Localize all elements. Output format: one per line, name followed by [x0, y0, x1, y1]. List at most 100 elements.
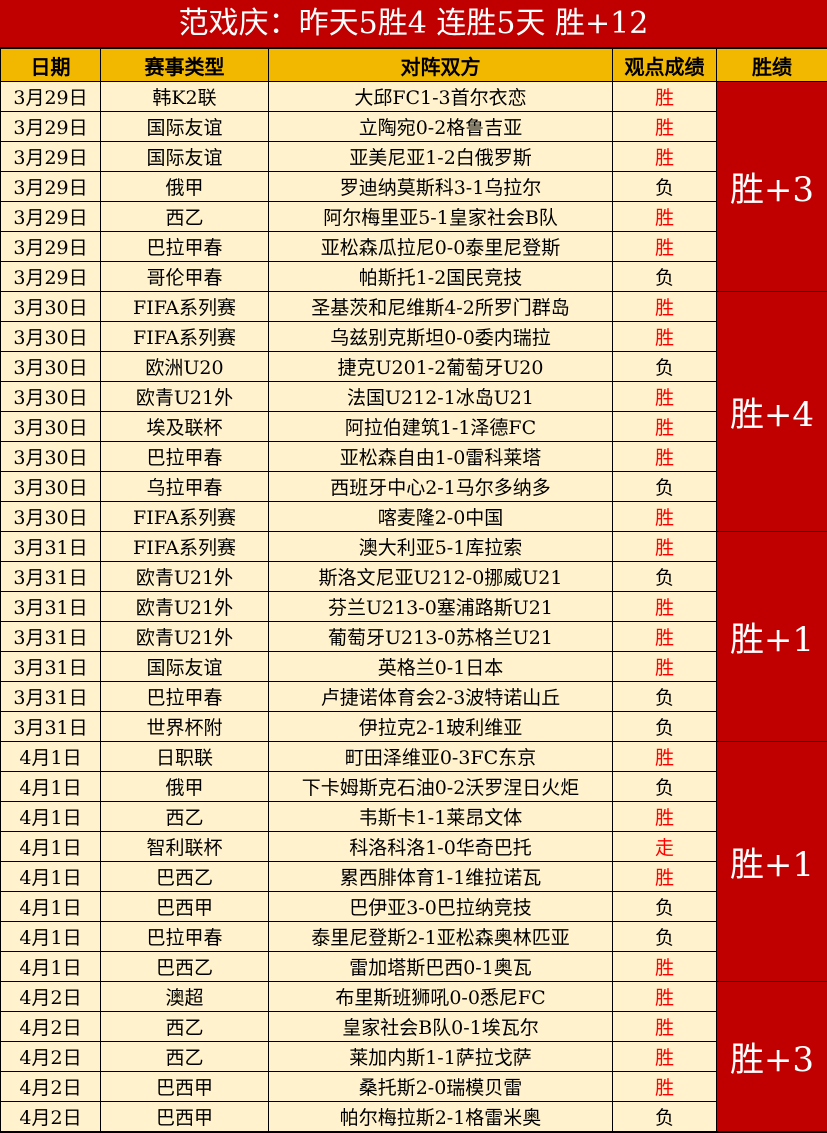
- match-cell: 西班牙中心2-1马尔多纳多: [268, 471, 613, 502]
- match-cell: 阿拉伯建筑1-1泽德FC: [268, 411, 613, 442]
- sheet-title: 范戏庆：昨天5胜4 连胜5天 胜+12: [0, 0, 827, 48]
- result-cell: 胜: [612, 591, 717, 622]
- league-cell: 欧青U21外: [100, 561, 269, 592]
- league-cell: 巴西甲: [100, 1101, 269, 1132]
- date-cell: 3月30日: [0, 441, 101, 472]
- result-cell: 胜: [612, 621, 717, 652]
- result-cell: 负: [612, 711, 717, 742]
- date-cell: 3月29日: [0, 141, 101, 172]
- result-cell: 走: [612, 831, 717, 862]
- header-date: 日期: [0, 48, 101, 82]
- table-row: 3月29日 国际友谊 立陶宛0-2格鲁吉亚胜: [0, 111, 827, 142]
- result-cell: 胜: [612, 1071, 717, 1102]
- match-cell: 皇家社会B队0-1埃瓦尔: [268, 1011, 613, 1042]
- date-cell: 3月31日: [0, 681, 101, 712]
- table-row: 4月1日 西乙 韦斯卡1-1莱昂文体胜: [0, 801, 827, 832]
- table-row: 4月1日 巴拉甲春 泰里尼登斯2-1亚松森奥林匹亚负: [0, 921, 827, 952]
- result-cell: 胜: [612, 381, 717, 412]
- result-cell: 胜: [612, 321, 717, 352]
- date-cell: 4月2日: [0, 1071, 101, 1102]
- date-cell: 4月1日: [0, 741, 101, 772]
- result-cell: 胜: [612, 861, 717, 892]
- date-cell: 4月1日: [0, 921, 101, 952]
- header-record: 胜绩: [716, 48, 827, 82]
- league-cell: 国际友谊: [100, 651, 269, 682]
- result-cell: 胜: [612, 81, 717, 112]
- date-cell: 4月1日: [0, 951, 101, 982]
- result-cell: 负: [612, 351, 717, 382]
- match-cell: 町田泽维亚0-3FC东京: [268, 741, 613, 772]
- date-cell: 3月30日: [0, 291, 101, 322]
- match-cell: 立陶宛0-2格鲁吉亚: [268, 111, 613, 142]
- league-cell: 巴拉甲春: [100, 231, 269, 262]
- match-cell: 芬兰U213-0塞浦路斯U21: [268, 591, 613, 622]
- result-cell: 胜: [612, 981, 717, 1012]
- result-cell: 负: [612, 891, 717, 922]
- league-cell: 巴拉甲春: [100, 441, 269, 472]
- date-cell: 4月1日: [0, 801, 101, 832]
- date-cell: 3月30日: [0, 501, 101, 532]
- match-cell: 累西腓体育1-1维拉诺瓦: [268, 861, 613, 892]
- result-cell: 胜: [612, 411, 717, 442]
- league-cell: 智利联杯: [100, 831, 269, 862]
- match-cell: 伊拉克2-1玻利维亚: [268, 711, 613, 742]
- date-cell: 3月29日: [0, 111, 101, 142]
- result-cell: 负: [612, 771, 717, 802]
- result-cell: 负: [612, 921, 717, 952]
- table-row: 3月30日 FIFA系列赛 喀麦隆2-0中国胜: [0, 501, 827, 532]
- table-row: 4月2日 巴西甲 帕尔梅拉斯2-1格雷米奥负: [0, 1101, 827, 1132]
- group-record-cell: 胜+3: [716, 81, 827, 292]
- match-cell: 桑托斯2-0瑞模贝雷: [268, 1071, 613, 1102]
- league-cell: 欧青U21外: [100, 591, 269, 622]
- result-cell: 胜: [612, 231, 717, 262]
- table-row: 4月2日 西乙 莱加内斯1-1萨拉戈萨胜: [0, 1041, 827, 1072]
- league-cell: 巴西乙: [100, 951, 269, 982]
- match-cell: 捷克U201-2葡萄牙U20: [268, 351, 613, 382]
- result-cell: 负: [612, 681, 717, 712]
- table-row: 4月1日 俄甲 下卡姆斯克石油0-2沃罗涅日火炬负: [0, 771, 827, 802]
- match-cell: 大邱FC1-3首尔衣恋: [268, 81, 613, 112]
- table-row: 3月29日 哥伦甲春 帕斯托1-2国民竞技负: [0, 261, 827, 292]
- date-cell: 3月30日: [0, 351, 101, 382]
- match-cell: 巴伊亚3-0巴拉纳竞技: [268, 891, 613, 922]
- header-league: 赛事类型: [100, 48, 269, 82]
- league-cell: 俄甲: [100, 171, 269, 202]
- table-row: 3月31日 欧青U21外 斯洛文尼亚U212-0挪威U21 负: [0, 561, 827, 592]
- date-cell: 3月29日: [0, 261, 101, 292]
- result-cell: 负: [612, 561, 717, 592]
- header-row: 日期 赛事类型 对阵双方 观点成绩 胜绩: [0, 48, 827, 82]
- league-cell: 世界杯附: [100, 711, 269, 742]
- header-result: 观点成绩: [612, 48, 717, 82]
- table-row: 3月31日 FIFA系列赛 澳大利亚5-1库拉索胜胜+1: [0, 531, 827, 742]
- table-row: 4月1日 巴西乙 累西腓体育1-1维拉诺瓦胜: [0, 861, 827, 892]
- match-cell: 斯洛文尼亚U212-0挪威U21: [268, 561, 613, 592]
- result-cell: 胜: [612, 801, 717, 832]
- league-cell: FIFA系列赛: [100, 291, 269, 322]
- table-row: 3月29日 巴拉甲春 亚松森瓜拉尼0-0泰里尼登斯胜: [0, 231, 827, 262]
- table-row: 4月1日 巴西乙 雷加塔斯巴西0-1奥瓦胜: [0, 951, 827, 982]
- table-row: 4月1日 智利联杯 科洛科洛1-0华奇巴托走: [0, 831, 827, 862]
- results-table: 日期 赛事类型 对阵双方 观点成绩 胜绩 3月29日 韩K2联 大邱FC1-3首尔衣…: [0, 48, 827, 1132]
- date-cell: 3月30日: [0, 381, 101, 412]
- league-cell: 巴拉甲春: [100, 681, 269, 712]
- match-cell: 英格兰0-1日本: [268, 651, 613, 682]
- table-row: 3月30日 巴拉甲春 亚松森自由1-0雷科莱塔胜: [0, 441, 827, 472]
- league-cell: 西乙: [100, 1041, 269, 1072]
- league-cell: 西乙: [100, 201, 269, 232]
- result-cell: 胜: [612, 501, 717, 532]
- date-cell: 4月2日: [0, 1011, 101, 1042]
- date-cell: 3月29日: [0, 231, 101, 262]
- match-cell: 雷加塔斯巴西0-1奥瓦: [268, 951, 613, 982]
- league-cell: 欧洲U20: [100, 351, 269, 382]
- table-row: 4月1日 日职联 町田泽维亚0-3FC东京胜胜+1: [0, 741, 827, 982]
- league-cell: FIFA系列赛: [100, 321, 269, 352]
- table-row: 3月29日 国际友谊 亚美尼亚1-2白俄罗斯胜: [0, 141, 827, 172]
- table-row: 3月29日 俄甲 罗迪纳莫斯科3-1乌拉尔负: [0, 171, 827, 202]
- table-row: 3月31日 欧青U21外 葡萄牙U213-0苏格兰U21 胜: [0, 621, 827, 652]
- date-cell: 3月31日: [0, 621, 101, 652]
- result-cell: 负: [612, 471, 717, 502]
- league-cell: FIFA系列赛: [100, 531, 269, 562]
- result-cell: 负: [612, 171, 717, 202]
- league-cell: 哥伦甲春: [100, 261, 269, 292]
